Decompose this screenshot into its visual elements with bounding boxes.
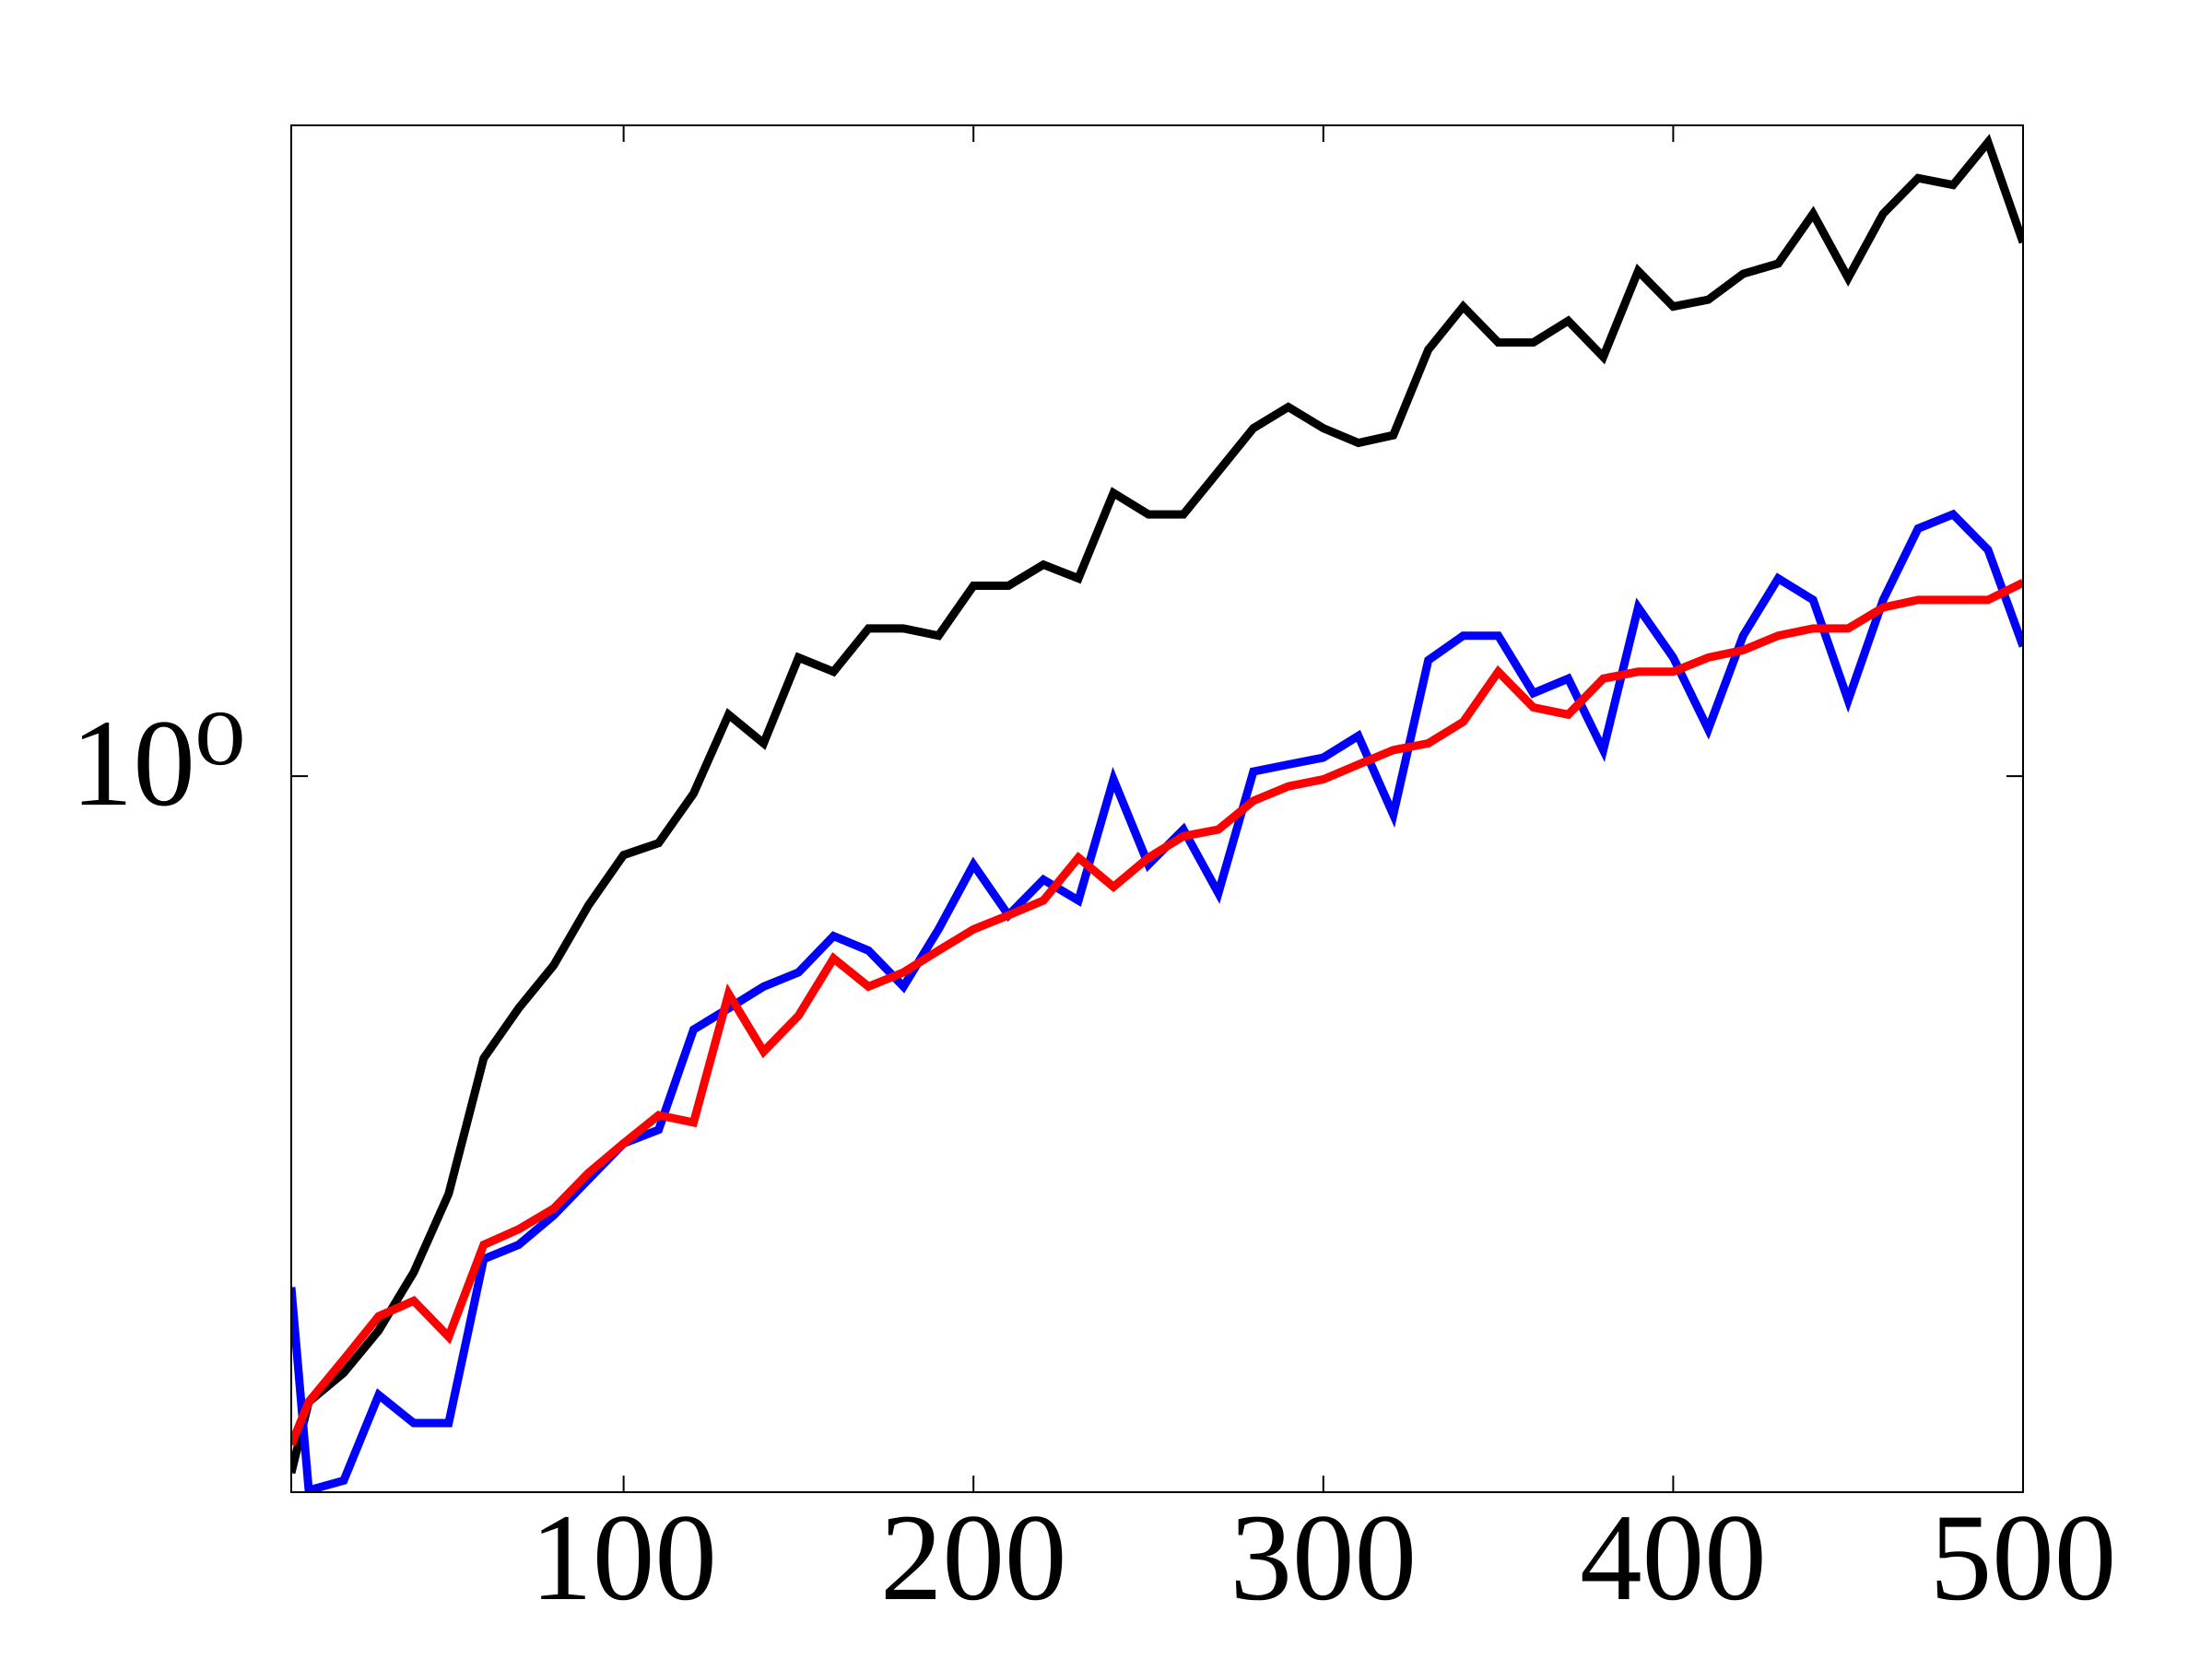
x-tick-label: 300 xyxy=(1230,1489,1418,1627)
series-line xyxy=(291,509,2023,1492)
plot-frame xyxy=(290,124,2024,1493)
x-tick-label: 400 xyxy=(1580,1489,1767,1627)
y-tick-label: 10⁰ xyxy=(71,695,245,832)
series-line xyxy=(291,134,2023,1475)
series-line xyxy=(291,579,2023,1447)
x-tick-label: 500 xyxy=(1930,1489,2117,1627)
x-tick-label: 200 xyxy=(880,1489,1067,1627)
x-tick-label: 100 xyxy=(530,1489,717,1627)
